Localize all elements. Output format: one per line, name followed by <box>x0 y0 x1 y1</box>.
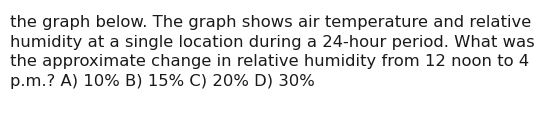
Text: the graph below. The graph shows air temperature and relative
humidity at a sing: the graph below. The graph shows air tem… <box>10 15 535 89</box>
